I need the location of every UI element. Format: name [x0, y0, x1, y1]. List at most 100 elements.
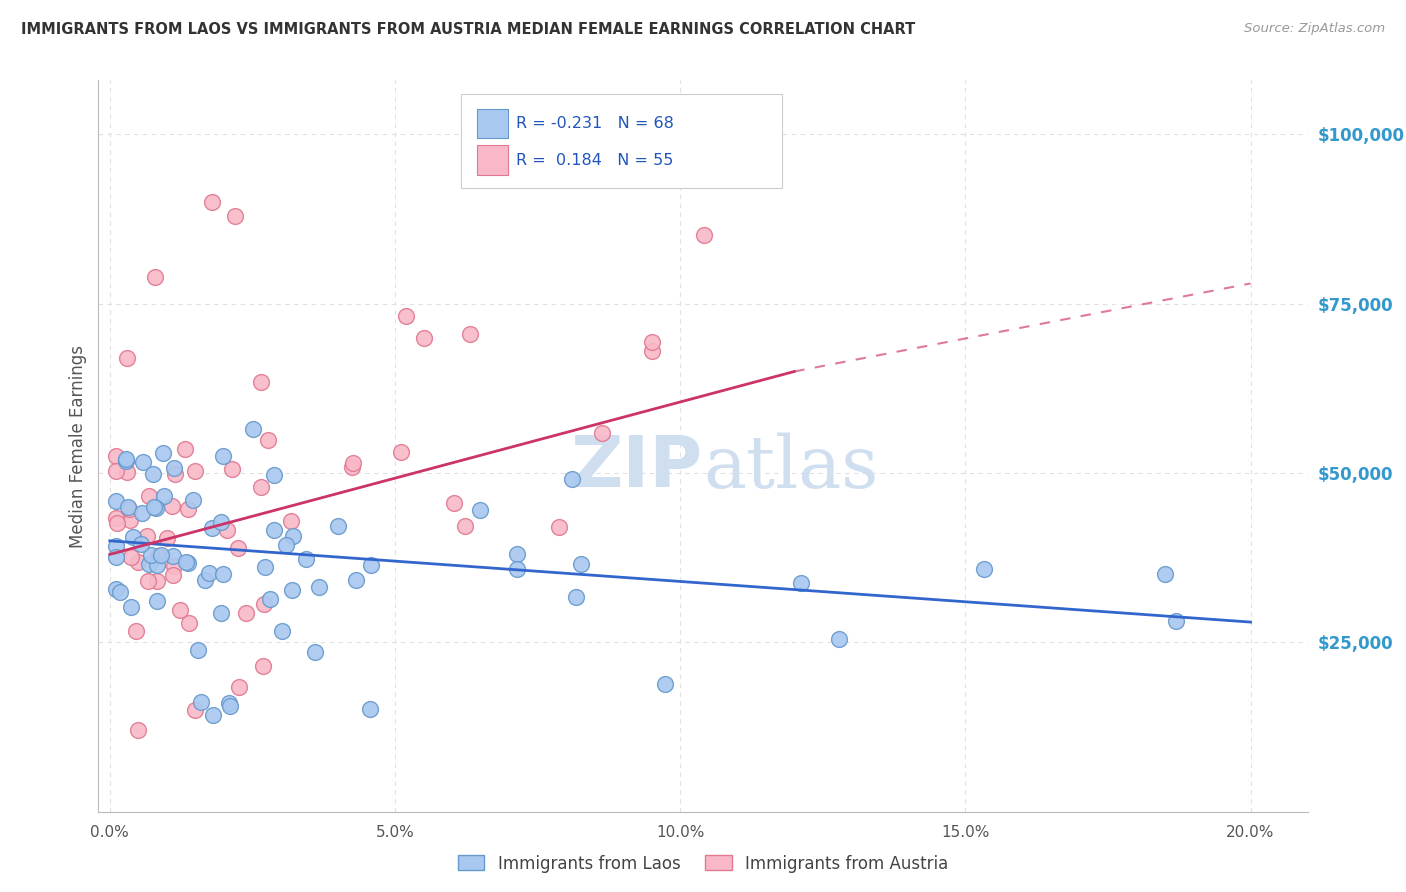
Point — [654, 677, 676, 691]
Point — [162, 549, 184, 563]
Point — [454, 519, 477, 533]
Text: Source: ZipAtlas.com: Source: ZipAtlas.com — [1244, 22, 1385, 36]
Point — [173, 442, 195, 456]
Point — [169, 603, 191, 617]
Point — [163, 461, 186, 475]
Point — [506, 561, 529, 575]
Point — [209, 516, 232, 530]
Point — [153, 489, 176, 503]
Point — [259, 592, 281, 607]
Point — [250, 480, 273, 494]
Point — [360, 558, 382, 572]
Point — [294, 552, 316, 566]
Point — [249, 375, 271, 389]
Point — [458, 326, 481, 341]
Point — [146, 558, 169, 572]
Point — [569, 558, 592, 572]
Point — [257, 433, 280, 447]
Point — [263, 523, 285, 537]
Point — [328, 519, 350, 533]
Point — [136, 529, 159, 543]
Point — [235, 606, 257, 620]
Point — [143, 500, 166, 515]
Point — [152, 445, 174, 459]
Point — [129, 537, 152, 551]
Point — [640, 344, 662, 359]
Point — [219, 698, 242, 713]
Point — [389, 444, 412, 458]
Point — [468, 503, 491, 517]
Point — [591, 426, 613, 441]
Point — [104, 582, 127, 597]
Point — [114, 452, 136, 467]
Point — [120, 600, 142, 615]
Point — [145, 500, 167, 515]
Point — [344, 573, 367, 587]
Point — [443, 496, 465, 510]
Point — [212, 566, 235, 581]
Point — [828, 632, 851, 646]
FancyBboxPatch shape — [477, 145, 509, 175]
Point — [561, 472, 583, 486]
Point — [163, 558, 186, 573]
Point — [693, 227, 716, 242]
Point — [263, 467, 285, 482]
Point — [115, 351, 138, 365]
Point — [163, 467, 186, 481]
Point — [209, 606, 232, 620]
Point — [342, 456, 364, 470]
Point — [308, 580, 330, 594]
Point — [242, 421, 264, 435]
Point — [104, 549, 127, 564]
Point — [146, 549, 169, 563]
Point — [202, 707, 225, 722]
Point — [138, 574, 160, 588]
Point — [146, 594, 169, 608]
Point — [142, 467, 165, 481]
Point — [176, 556, 198, 570]
Point — [145, 269, 167, 284]
Text: R = -0.231   N = 68: R = -0.231 N = 68 — [516, 116, 673, 131]
Point — [506, 547, 529, 561]
Point — [177, 502, 200, 516]
Point — [228, 681, 250, 695]
Point — [252, 658, 274, 673]
Point — [184, 464, 207, 478]
Point — [127, 723, 149, 738]
Point — [105, 516, 128, 530]
Point — [183, 492, 205, 507]
Point — [162, 567, 184, 582]
Point — [149, 548, 172, 562]
Text: ZIP: ZIP — [571, 434, 703, 502]
Point — [281, 583, 304, 598]
Point — [131, 455, 153, 469]
Point — [790, 576, 813, 591]
Point — [120, 513, 142, 527]
Point — [211, 449, 233, 463]
Point — [226, 541, 249, 556]
Point — [138, 489, 160, 503]
Point — [160, 500, 183, 514]
Point — [187, 643, 209, 657]
Point — [1164, 614, 1187, 628]
Point — [104, 449, 127, 463]
Text: atlas: atlas — [703, 433, 879, 503]
Point — [122, 530, 145, 544]
Point — [104, 540, 127, 554]
Point — [115, 465, 138, 479]
Point — [104, 511, 127, 525]
Point — [125, 624, 148, 638]
Point — [641, 335, 664, 350]
Y-axis label: Median Female Earnings: Median Female Earnings — [69, 344, 87, 548]
Point — [139, 549, 162, 563]
Point — [271, 624, 294, 639]
Point — [395, 309, 418, 323]
Point — [108, 584, 131, 599]
Text: IMMIGRANTS FROM LAOS VS IMMIGRANTS FROM AUSTRIA MEDIAN FEMALE EARNINGS CORRELATI: IMMIGRANTS FROM LAOS VS IMMIGRANTS FROM … — [21, 22, 915, 37]
Point — [104, 494, 127, 508]
Point — [253, 560, 276, 574]
Point — [184, 703, 207, 717]
Point — [253, 597, 276, 611]
Point — [174, 556, 197, 570]
Point — [179, 616, 201, 631]
